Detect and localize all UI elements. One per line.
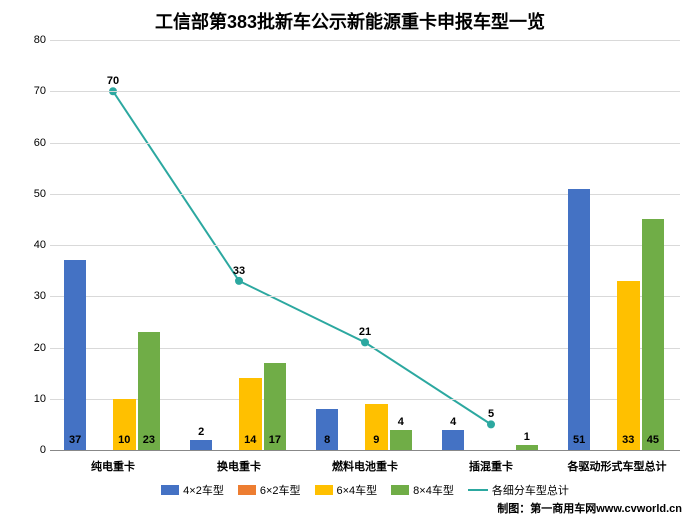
x-category-label: 换电重卡 [217, 458, 261, 474]
bar [390, 430, 413, 451]
legend: 4×2车型 6×2车型 6×4车型 8×4车型 各细分车型总计 [50, 482, 680, 498]
legend-swatch [238, 485, 256, 495]
y-tick-label: 40 [16, 239, 46, 251]
x-category-label: 各驱动形式车型总计 [568, 458, 667, 474]
x-category-label: 纯电重卡 [91, 458, 135, 474]
legend-item: 6×2车型 [238, 482, 301, 498]
bar-value-label: 17 [269, 434, 281, 446]
line-marker [235, 277, 243, 285]
x-category-label: 燃料电池重卡 [332, 458, 398, 474]
x-category-label: 插混重卡 [469, 458, 513, 474]
bar [516, 445, 539, 450]
bar-value-label: 2 [198, 426, 204, 438]
legend-item: 6×4车型 [315, 482, 378, 498]
y-tick-label: 20 [16, 342, 46, 354]
legend-swatch [468, 489, 488, 491]
bar-value-label: 9 [373, 434, 379, 446]
y-tick-label: 80 [16, 34, 46, 46]
bar [138, 332, 161, 450]
bar [568, 189, 591, 450]
bar-value-label: 4 [398, 416, 404, 428]
grid-line [50, 91, 680, 92]
grid-line [50, 450, 680, 451]
bar-value-label: 33 [622, 434, 634, 446]
legend-item: 4×2车型 [161, 482, 224, 498]
bar-value-label: 4 [450, 416, 456, 428]
legend-label: 各细分车型总计 [492, 482, 569, 498]
line-series [113, 91, 491, 424]
bar-value-label: 45 [647, 434, 659, 446]
line-value-label: 5 [488, 408, 494, 420]
legend-swatch [391, 485, 409, 495]
grid-line [50, 143, 680, 144]
y-tick-label: 10 [16, 393, 46, 405]
bar-value-label: 1 [524, 431, 530, 443]
legend-swatch [161, 485, 179, 495]
legend-item: 8×4车型 [391, 482, 454, 498]
y-tick-label: 50 [16, 188, 46, 200]
bar [64, 260, 87, 450]
y-tick-label: 60 [16, 137, 46, 149]
legend-item: 各细分车型总计 [468, 482, 569, 498]
bar-value-label: 14 [244, 434, 256, 446]
grid-line [50, 40, 680, 41]
bar [190, 440, 213, 450]
y-tick-label: 70 [16, 85, 46, 97]
bar [617, 281, 640, 450]
legend-label: 4×2车型 [183, 482, 224, 498]
y-tick-label: 0 [16, 444, 46, 456]
plot-area: 01020304050607080纯电重卡371023换电重卡21417燃料电池… [50, 40, 680, 450]
legend-label: 6×4车型 [337, 482, 378, 498]
line-value-label: 33 [233, 265, 245, 277]
line-marker [361, 338, 369, 346]
chart-title: 工信部第383批新车公示新能源重卡申报车型一览 [0, 0, 700, 34]
legend-label: 6×2车型 [260, 482, 301, 498]
line-value-label: 70 [107, 75, 119, 87]
y-tick-label: 30 [16, 290, 46, 302]
bar [642, 219, 665, 450]
bar-value-label: 51 [573, 434, 585, 446]
bar-value-label: 10 [118, 434, 130, 446]
bar-value-label: 8 [324, 434, 330, 446]
bar [442, 430, 465, 451]
chart-container: 工信部第383批新车公示新能源重卡申报车型一览 0 10 20 30 40 50 60 70 8… [0, 0, 700, 520]
line-value-label: 21 [359, 326, 371, 338]
credit-text: 制图：第一商用车网www.cvworld.cn [497, 500, 682, 516]
bar-value-label: 37 [69, 434, 81, 446]
line-marker [487, 420, 495, 428]
legend-label: 8×4车型 [413, 482, 454, 498]
legend-swatch [315, 485, 333, 495]
bar-value-label: 23 [143, 434, 155, 446]
